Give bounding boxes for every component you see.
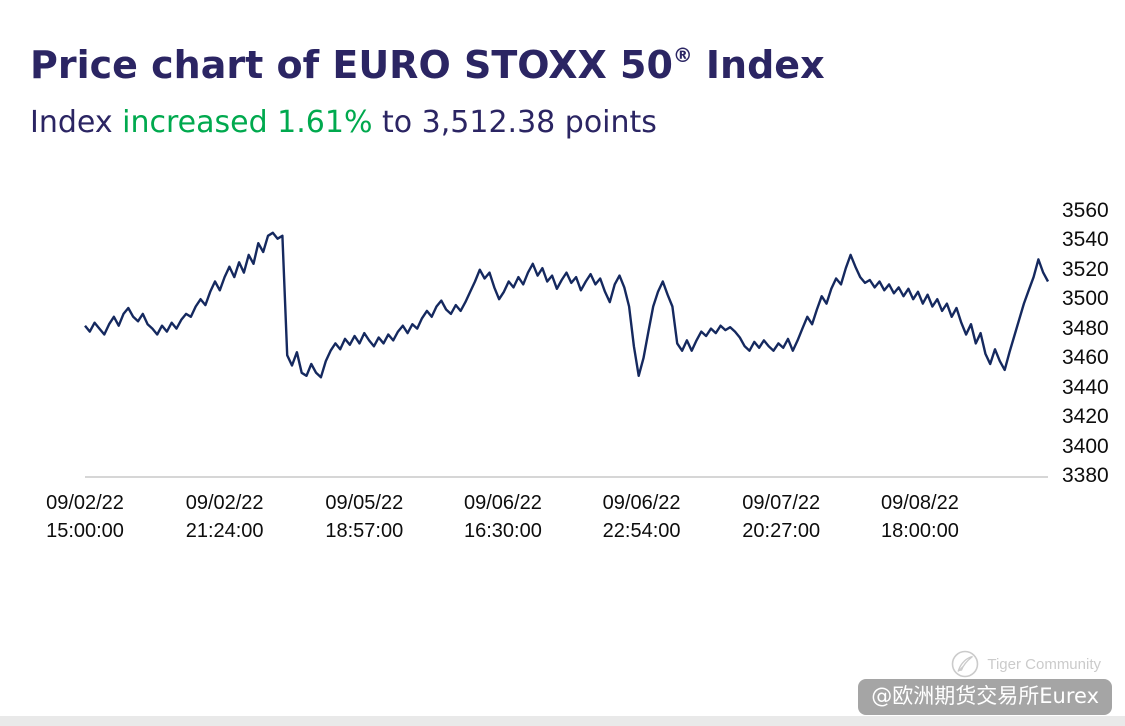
y-axis-label: 3500	[1062, 287, 1109, 311]
x-axis-label: 09/05/22 18:57:00	[325, 489, 403, 545]
x-axis-label-date: 09/02/22	[185, 492, 264, 514]
tiger-community-watermark: Tiger Community	[951, 650, 1101, 678]
chart-title-text: Price chart of EURO STOXX 50	[30, 43, 673, 88]
price-chart: 3560 3540 3520 3500 3480 3460 3440 3420 3400 3380…	[46, 196, 1125, 549]
y-axis-label: 3380	[1062, 464, 1109, 487]
y-axis-label: 3520	[1062, 257, 1109, 281]
x-axis-label: 09/07/22 20:27:00	[742, 489, 820, 545]
x-axis-label: 09/02/22 15:00:00	[46, 489, 124, 545]
tiger-community-label: Tiger Community	[987, 655, 1101, 673]
y-axis-label: 3540	[1062, 228, 1109, 252]
subtitle-suffix: to 3,512.38 points	[372, 104, 657, 140]
x-axis-label-time: 15:00:00	[46, 520, 124, 542]
x-axis-label-date: 09/08/22	[880, 492, 959, 514]
price-line-plot	[84, 231, 1050, 379]
subtitle-change-value: increased 1.61%	[122, 104, 373, 140]
x-axis-label: 09/08/22 18:00:00	[881, 489, 959, 545]
x-axis-label-time: 18:57:00	[325, 520, 404, 542]
y-axis-label: 3560	[1062, 198, 1109, 222]
registered-trademark-symbol: ®	[672, 43, 693, 67]
x-axis-label-date: 09/06/22	[464, 492, 542, 514]
x-axis-label-time: 20:27:00	[742, 520, 821, 542]
y-axis-label: 3480	[1062, 316, 1109, 340]
chart-subtitle: Index increased 1.61% to 3,512.38 points	[30, 105, 657, 140]
footer-strip	[0, 716, 1125, 726]
subtitle-prefix: Index	[30, 104, 123, 140]
feather-logo-icon	[952, 650, 979, 678]
y-axis-label: 3440	[1062, 375, 1109, 399]
eurex-handle-badge: @欧洲期货交易所Eurex	[858, 679, 1112, 715]
x-axis-label-time: 16:30:00	[464, 520, 542, 542]
y-axis-labels: 3560 3540 3520 3500 3480 3460 3440 3420 3400 3380	[1062, 196, 1125, 487]
x-axis-label: 09/02/22 21:24:00	[186, 489, 264, 545]
x-axis-label-time: 18:00:00	[880, 520, 959, 542]
y-axis-label: 3420	[1062, 405, 1109, 429]
x-axis-label-time: 22:54:00	[602, 520, 681, 542]
y-axis-label: 3460	[1062, 346, 1109, 370]
chart-title: Price chart of EURO STOXX 50® Index	[30, 43, 825, 87]
y-axis-label: 3400	[1062, 434, 1109, 458]
x-axis-label-date: 09/02/22	[46, 492, 124, 514]
x-axis-label: 09/06/22 22:54:00	[603, 489, 681, 545]
x-axis-line	[85, 476, 1048, 478]
x-axis-label: 09/06/22 16:30:00	[464, 489, 542, 545]
x-axis-label-time: 21:24:00	[185, 520, 264, 542]
chart-title-suffix: Index	[692, 43, 825, 88]
x-axis-labels: 09/02/22 15:00:00 09/02/22 21:24:00 09/05/22…	[46, 489, 1048, 549]
price-line	[84, 231, 1050, 379]
x-axis-label-date: 09/06/22	[602, 492, 681, 514]
x-axis-label-date: 09/07/22	[742, 492, 821, 514]
x-axis-label-date: 09/05/22	[325, 492, 404, 514]
